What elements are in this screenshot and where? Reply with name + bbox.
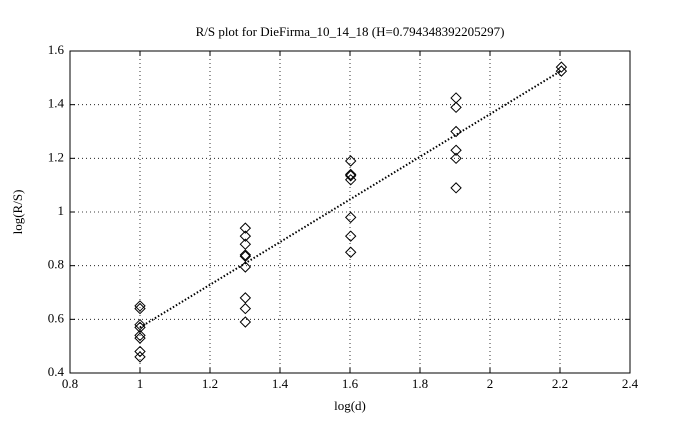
data-point: [555, 65, 568, 77]
data-point: [344, 155, 357, 167]
x-axis-label: log(d): [334, 398, 366, 413]
data-point: [450, 92, 462, 104]
data-point: [239, 302, 252, 315]
fit-line: [139, 69, 562, 329]
x-tick-label: 1.2: [202, 376, 218, 391]
data-point: [239, 292, 252, 304]
data-point: [239, 316, 252, 328]
x-tick-label: 2.4: [622, 376, 639, 391]
x-tick-label: 1.8: [412, 376, 428, 391]
data-point: [344, 170, 357, 182]
data-point: [239, 249, 252, 261]
data-point: [344, 230, 357, 242]
x-tick-label: 0.8: [62, 376, 78, 391]
data-point: [239, 238, 252, 250]
data-point: [239, 230, 252, 242]
y-axis-label: log(R/S): [10, 190, 25, 235]
data-point: [134, 300, 146, 312]
y-tick-label: 1.6: [48, 42, 65, 57]
x-tick-label: 2: [487, 376, 494, 391]
data-point: [134, 332, 146, 344]
data-point: [450, 125, 462, 138]
y-tick-label: 0.8: [48, 257, 64, 272]
y-tick-label: 0.6: [48, 310, 65, 325]
data-point: [450, 101, 462, 114]
data-point: [344, 211, 357, 224]
data-point: [239, 222, 252, 234]
x-tick-label: 2.2: [552, 376, 568, 391]
data-point: [239, 250, 252, 262]
y-tick-label: 1: [58, 203, 65, 218]
plot-frame: [69, 50, 631, 374]
data-point: [450, 144, 462, 156]
y-tick-label: 0.4: [48, 364, 65, 379]
data-point: [134, 351, 146, 363]
chart-title: R/S plot for DieFirma_10_14_18 (H=0.7943…: [196, 24, 505, 39]
data-point: [344, 174, 357, 186]
x-tick-label: 1.4: [272, 376, 289, 391]
data-point: [134, 318, 146, 331]
data-point: [134, 329, 146, 342]
data-point: [450, 152, 462, 165]
data-point: [134, 345, 146, 358]
x-tick-label: 1.6: [342, 376, 359, 391]
data-point: [450, 182, 462, 194]
data-point: [555, 61, 568, 73]
data-point: [344, 168, 357, 181]
x-tick-label: 1: [137, 376, 144, 391]
y-tick-label: 1.4: [48, 96, 65, 111]
data-point: [344, 246, 357, 258]
data-point: [134, 302, 146, 315]
y-tick-label: 1.2: [48, 149, 64, 164]
